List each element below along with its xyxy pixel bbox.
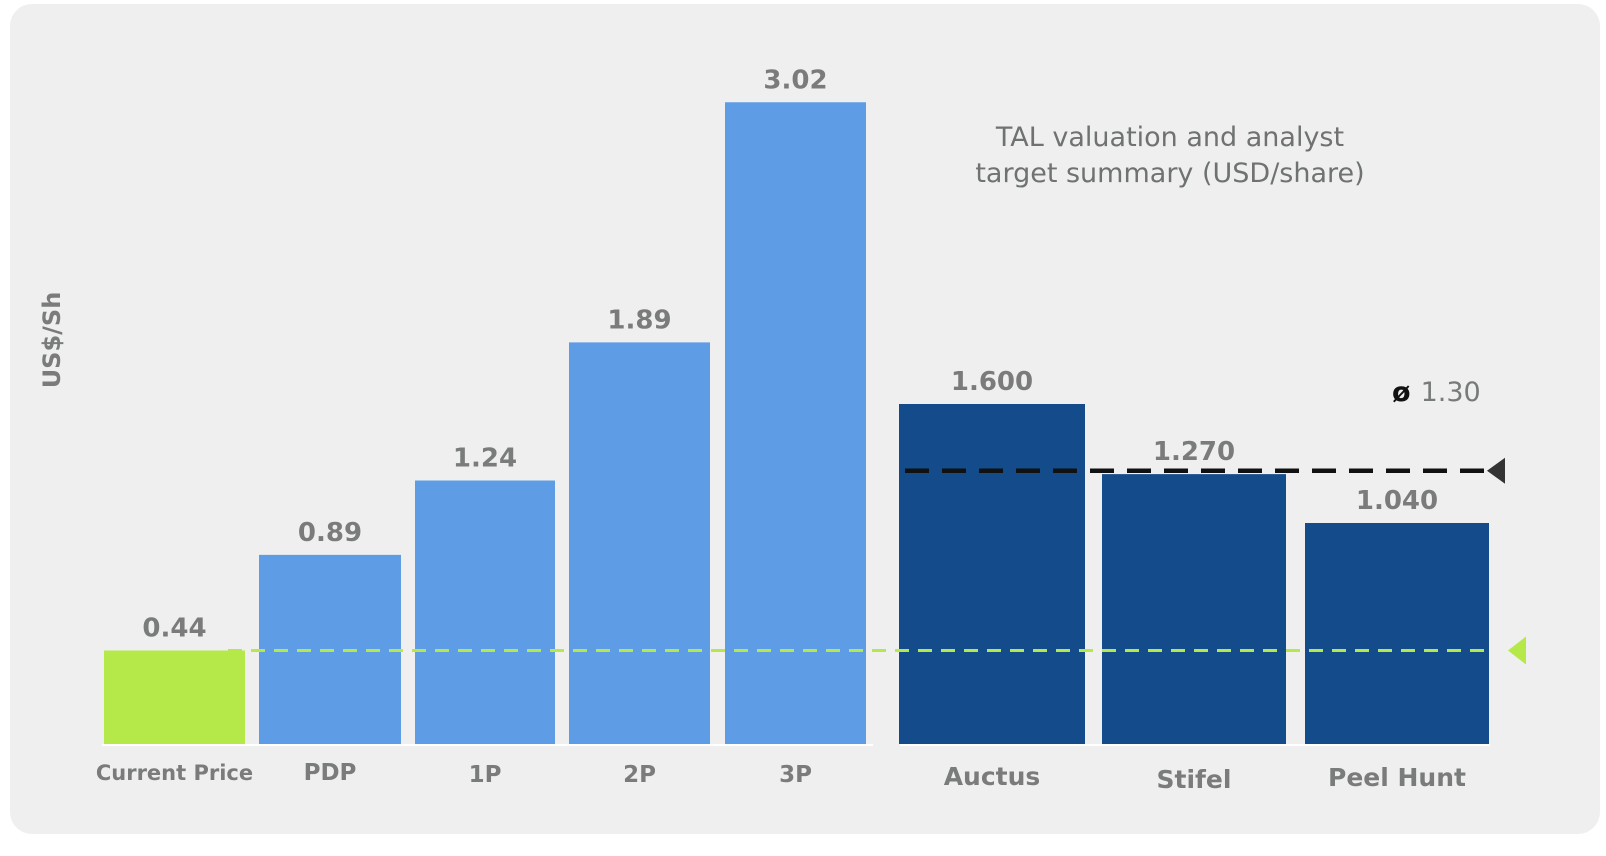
value-label: 0.89 xyxy=(298,518,362,548)
value-label: 1.040 xyxy=(1356,486,1438,516)
category-label: 2P xyxy=(623,762,656,788)
average-target-marker xyxy=(1487,457,1505,484)
bars-group xyxy=(104,102,1489,744)
category-label: 1P xyxy=(469,762,502,788)
category-label: PDP xyxy=(304,760,357,786)
bar-auctus xyxy=(899,404,1085,744)
category-label: 3P xyxy=(779,762,812,788)
value-label: 1.600 xyxy=(951,367,1033,397)
average-label: ø 1.30 xyxy=(1392,377,1481,408)
bar-1p xyxy=(415,480,555,744)
bar-current-price xyxy=(104,650,245,744)
reference-lines-group xyxy=(228,457,1526,665)
bar-stifel xyxy=(1102,474,1286,744)
labels-group: 0.44 Current Price 0.89 PDP 1.24 1P 1.89 2P 3.02… xyxy=(96,65,1466,794)
average-value: 1.30 xyxy=(1420,377,1481,408)
bar-2p xyxy=(569,342,710,744)
current-price-marker xyxy=(1508,636,1526,665)
bar-3p xyxy=(725,102,866,744)
category-label: Peel Hunt xyxy=(1328,763,1466,792)
value-label: 1.24 xyxy=(453,444,517,474)
value-label: 1.270 xyxy=(1153,437,1235,467)
value-label: 0.44 xyxy=(142,614,206,644)
category-label: Current Price xyxy=(96,761,253,785)
average-symbol: ø xyxy=(1392,377,1411,408)
bar-peel-hunt xyxy=(1305,523,1489,744)
chart-title: TAL valuation and analyst target summary… xyxy=(975,122,1365,189)
category-label: Auctus xyxy=(944,762,1041,791)
category-label: Stifel xyxy=(1157,765,1232,794)
value-label: 3.02 xyxy=(763,65,827,95)
y-axis-label: US$/Sh xyxy=(38,291,66,389)
value-label: 1.89 xyxy=(607,305,671,335)
